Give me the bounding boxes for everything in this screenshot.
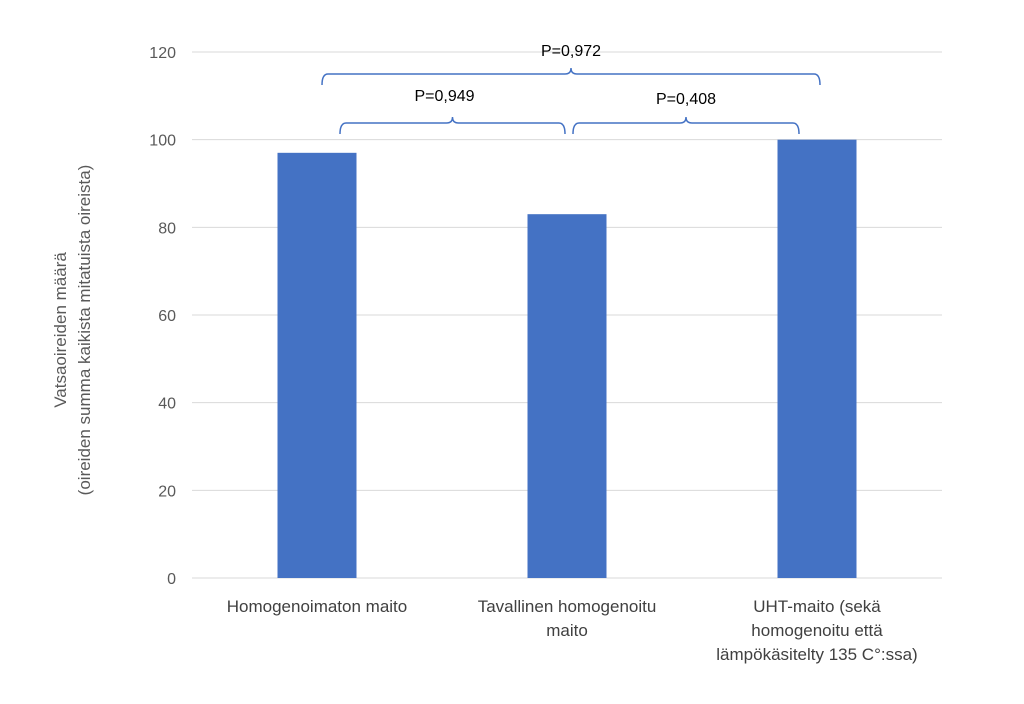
bracket bbox=[321, 67, 821, 86]
y-axis-sublabel: (oireiden summa kaikista mitatuista oire… bbox=[75, 165, 94, 496]
significance-brackets: P=0,972 P=0,949 P=0,408 bbox=[321, 43, 821, 135]
y-tick-label: 100 bbox=[149, 133, 176, 150]
y-axis-title: Vatsaoireiden määrä (oireiden summa kaik… bbox=[51, 165, 94, 496]
y-tick-label: 120 bbox=[149, 45, 176, 62]
y-tick-label: 20 bbox=[158, 483, 176, 500]
p-value-label: P=0,972 bbox=[541, 43, 601, 60]
x-tick-label: Tavallinen homogenoitu bbox=[478, 597, 657, 616]
bars bbox=[277, 139, 857, 579]
bar bbox=[777, 139, 857, 578]
bracket bbox=[339, 116, 566, 135]
x-tick-label: lämpökäsitelty 135 C°:ssa) bbox=[716, 645, 917, 664]
bar bbox=[277, 152, 357, 579]
p-value-label: P=0,949 bbox=[414, 88, 474, 105]
p-value-label: P=0,408 bbox=[656, 91, 716, 108]
y-axis-ticks: 0 20 40 60 80 100 120 bbox=[149, 45, 176, 588]
x-tick-label: Homogenoimaton maito bbox=[227, 597, 407, 616]
x-axis-labels: Homogenoimaton maito Tavallinen homogenoi… bbox=[227, 597, 918, 664]
x-tick-label: homogenoitu että bbox=[751, 621, 883, 640]
bar bbox=[527, 214, 607, 578]
y-axis-label: Vatsaoireiden määrä bbox=[51, 252, 70, 408]
y-tick-label: 60 bbox=[158, 308, 176, 325]
bracket bbox=[572, 116, 800, 135]
x-tick-label: maito bbox=[546, 621, 588, 640]
y-tick-label: 40 bbox=[158, 396, 176, 413]
y-tick-label: 0 bbox=[167, 571, 176, 588]
x-tick-label: UHT-maito (sekä bbox=[753, 597, 881, 616]
y-tick-label: 80 bbox=[158, 220, 176, 237]
